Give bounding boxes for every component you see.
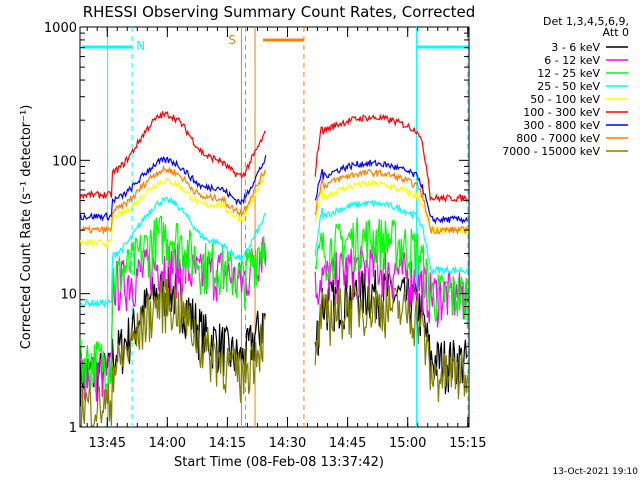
legend-header: Det 1,3,4,5,6,9,	[543, 15, 629, 28]
series-line	[79, 195, 267, 309]
night-label: N	[136, 39, 145, 53]
footer-date: 13-Oct-2021 19:10	[553, 467, 639, 477]
y-tick-label: 100	[52, 154, 77, 169]
x-tick-label: 15:00	[389, 436, 426, 451]
x-axis-label: Start Time (08-Feb-08 13:37:42)	[174, 455, 384, 470]
y-tick-label: 1	[69, 421, 77, 436]
x-tick-label: 15:15	[449, 436, 486, 451]
series-layer	[79, 110, 468, 427]
chart-title: RHESSI Observing Summary Count Rates, Co…	[83, 3, 476, 21]
series-line	[314, 179, 468, 236]
series-line	[79, 172, 267, 248]
y-tick-label: 1000	[44, 21, 77, 36]
series-line	[80, 164, 267, 234]
legend-label: 25 - 50 keV	[537, 80, 600, 93]
legend-label: 300 - 800 keV	[523, 119, 600, 132]
y-tick-label: 10	[60, 288, 77, 303]
legend-header: Att 0	[603, 26, 629, 39]
series-line	[314, 217, 468, 329]
series-line	[314, 281, 468, 403]
series-line	[80, 278, 267, 427]
y-axis-label: Corrected Count Rate (s⁻¹ detector⁻¹)	[19, 105, 34, 350]
saa-label: S	[228, 33, 236, 47]
series-line	[314, 113, 468, 204]
plot-frame	[79, 26, 470, 428]
axis-layer: 13:45 14:00 14:15 14:30 14:45 15:00 15:15 1 10 10…	[44, 21, 487, 451]
legend-label: 6 - 12 keV	[544, 54, 600, 67]
x-tick-label: 14:45	[329, 436, 366, 451]
legend-label: 7000 - 15000 keV	[502, 145, 600, 158]
legend-label: 800 - 7000 keV	[516, 132, 600, 145]
series-line	[314, 245, 468, 328]
series-line	[79, 110, 266, 200]
legend-label: 50 - 100 keV	[530, 93, 600, 106]
x-tick-label: 13:45	[89, 436, 126, 451]
x-tick-label: 14:30	[269, 436, 306, 451]
series-line	[314, 168, 468, 236]
x-tick-label: 14:00	[149, 436, 186, 451]
series-line	[79, 155, 267, 222]
legend-label: 3 - 6 keV	[551, 41, 600, 54]
series-line	[79, 215, 267, 395]
legend-label: 12 - 25 keV	[537, 67, 600, 80]
x-tick-label: 14:15	[209, 436, 246, 451]
series-line	[314, 159, 468, 225]
series-line	[314, 199, 468, 276]
legend-label: 100 - 300 keV	[523, 106, 600, 119]
